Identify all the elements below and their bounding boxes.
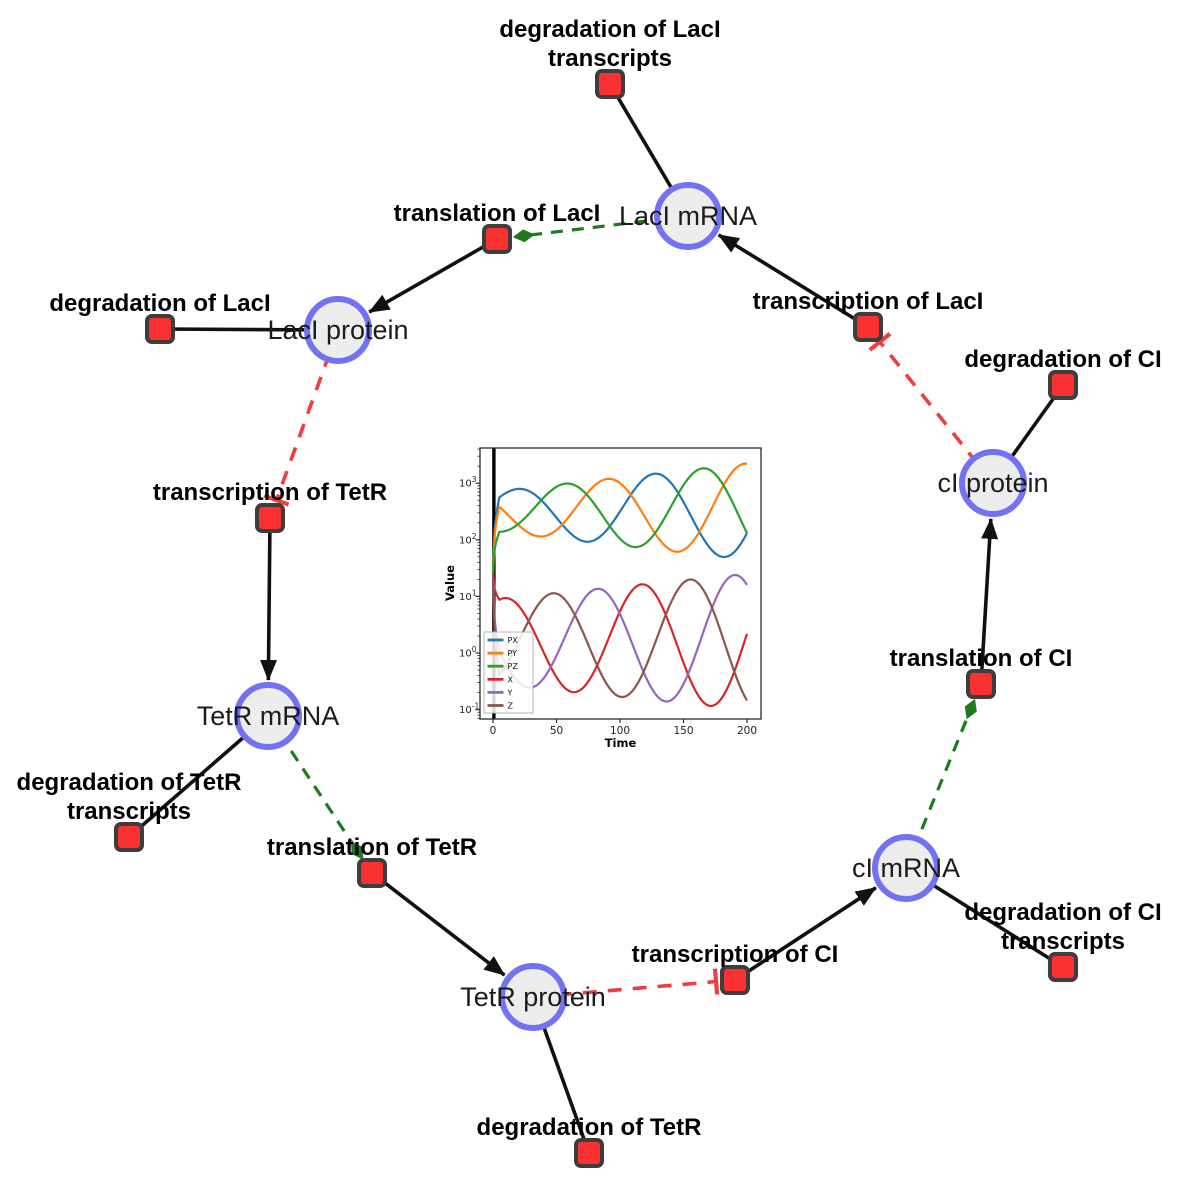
edge-production-transcription_ci-to-ci_mrna <box>734 886 877 982</box>
species-label: cI mRNA <box>852 853 960 883</box>
reaction-square-icon <box>114 822 144 852</box>
species-circle-icon <box>959 449 1027 517</box>
reaction-node-translation_laci <box>482 224 512 254</box>
time-series-inset: 0 50 100 150 20010310210110010-1TimeValuePXP… <box>440 430 780 760</box>
species-circle-icon <box>499 963 567 1031</box>
reaction-square-icon <box>720 965 750 995</box>
reaction-node-translation_ci <box>966 669 996 699</box>
reaction-square-icon <box>1048 370 1078 400</box>
reaction-square-icon <box>574 1138 604 1168</box>
reaction-square-icon <box>357 858 387 888</box>
reaction-square-icon <box>595 69 625 99</box>
species-node-tetr_protein <box>499 963 567 1031</box>
reaction-label: translation of CI <box>890 645 1073 672</box>
species-label: TetR protein <box>460 982 606 1012</box>
reaction-node-deg_ci <box>1048 370 1078 400</box>
series-line-X <box>491 573 749 708</box>
reaction-label: transcripts <box>548 45 672 72</box>
legend-label: PY <box>508 649 518 658</box>
species-label: TetR mRNA <box>197 701 340 731</box>
species-node-ci_protein <box>959 449 1027 517</box>
series-line-Z <box>491 573 748 702</box>
species-node-ci_mrna <box>872 834 940 902</box>
reaction-node-deg_ci_tx <box>1048 952 1078 982</box>
reaction-node-transcription_laci <box>853 312 883 342</box>
x-tick-label: 100 <box>610 725 630 737</box>
x-tick-label: 200 <box>737 725 757 737</box>
reaction-label: transcripts <box>1001 928 1125 955</box>
reaction-label: translation of TetR <box>267 834 477 861</box>
species-node-laci_mrna <box>654 182 722 250</box>
series-line-PY <box>491 462 748 574</box>
reaction-square-icon <box>1048 952 1078 982</box>
reaction-node-deg_tetr_tx <box>114 822 144 852</box>
reaction-label: degradation of TetR <box>477 1114 702 1141</box>
series-line-PX <box>491 472 748 574</box>
edge-production-transcription_tetr-to-tetr_mrna <box>260 517 278 682</box>
edge-production-translation_tetr-to-tetr_protein <box>370 871 506 977</box>
reaction-label: translation of LacI <box>394 200 601 227</box>
legend-label: Y <box>507 688 513 697</box>
legend-label: PX <box>508 636 519 645</box>
series-line-Y <box>491 573 748 703</box>
reaction-square-icon <box>255 503 285 533</box>
x-tick-label: 150 <box>673 725 693 737</box>
labels-layer: degradation of LacItranscriptstranslatio… <box>17 16 1162 1141</box>
edge-production-translation_laci-to-laci_protein <box>368 237 498 314</box>
species-label: LacI protein <box>267 315 408 345</box>
reaction-label: degradation of LacI <box>49 290 270 317</box>
legend-label: Z <box>508 702 514 711</box>
species-node-tetr_mrna <box>234 682 302 750</box>
reaction-square-icon <box>966 669 996 699</box>
legend-box <box>483 631 534 714</box>
y-axis-title: Value <box>443 565 457 601</box>
nodes-layer <box>114 69 1078 1168</box>
species-label: LacI mRNA <box>619 201 757 231</box>
reaction-label: degradation of TetR <box>17 769 242 796</box>
species-circle-icon <box>872 834 940 902</box>
reaction-square-icon <box>145 314 175 344</box>
species-circle-icon <box>304 296 372 364</box>
reaction-node-deg_tetr <box>574 1138 604 1168</box>
reaction-square-icon <box>853 312 883 342</box>
legend-label: PZ <box>508 662 519 671</box>
legend: PX PY PZ XYZ <box>483 631 534 714</box>
reaction-label: degradation of CI <box>964 899 1161 926</box>
species-circle-icon <box>234 682 302 750</box>
species-label: cI protein <box>937 468 1048 498</box>
reaction-node-transcription_ci <box>720 965 750 995</box>
x-tick-label: 0 <box>490 725 497 737</box>
reaction-label: transcription of LacI <box>753 288 984 315</box>
x-tick-label: 50 <box>550 725 563 737</box>
reaction-label: transcription of TetR <box>153 479 387 506</box>
reaction-node-deg_laci_tx <box>595 69 625 99</box>
reaction-label: transcription of CI <box>632 941 839 968</box>
legend-label: X <box>508 675 514 684</box>
reaction-node-transcription_tetr <box>255 503 285 533</box>
x-axis-title: Time <box>605 736 637 750</box>
reaction-square-icon <box>482 224 512 254</box>
reaction-label: transcripts <box>67 798 191 825</box>
plot-area <box>491 448 749 719</box>
species-circle-icon <box>654 182 722 250</box>
reaction-node-translation_tetr <box>357 858 387 888</box>
edge-production-transcription_laci-to-laci_mrna <box>717 233 869 329</box>
species-node-laci_protein <box>304 296 372 364</box>
reaction-label: degradation of CI <box>964 346 1161 373</box>
reaction-label: degradation of LacI <box>499 16 720 43</box>
edge-production-translation_ci-to-ci_protein <box>979 517 999 685</box>
series-line-PZ <box>491 467 748 574</box>
reaction-node-deg_laci <box>145 314 175 344</box>
